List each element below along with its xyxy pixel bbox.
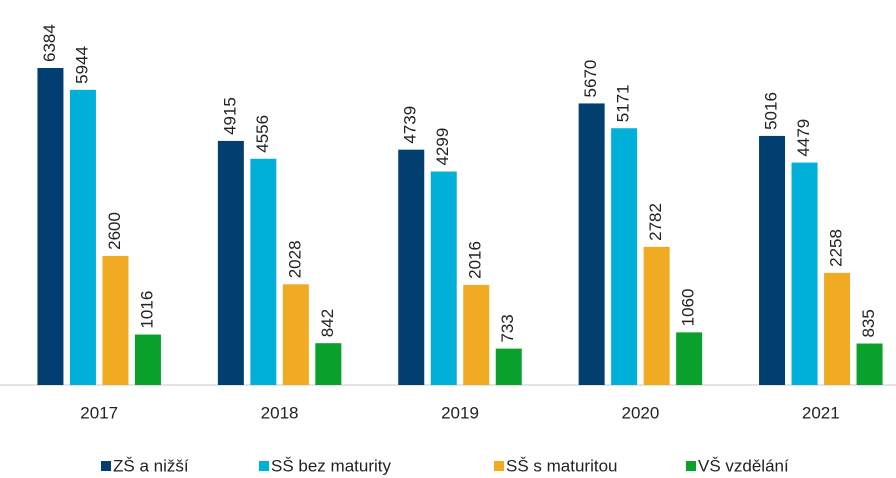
data-label: 4556 (253, 115, 272, 153)
bar (495, 348, 522, 385)
bar (102, 255, 129, 385)
bar (791, 162, 818, 385)
data-label: 4915 (220, 97, 239, 135)
legend-swatch (101, 461, 111, 471)
data-label: 1060 (679, 289, 698, 327)
x-tick-label: 2018 (261, 403, 299, 422)
data-label: 1016 (137, 291, 156, 329)
bar (643, 246, 670, 385)
bar (611, 128, 638, 386)
bar (217, 140, 244, 385)
bar (578, 103, 605, 385)
bar (315, 343, 342, 385)
legend-swatch (259, 461, 269, 471)
data-label: 4299 (433, 128, 452, 166)
bar (37, 67, 64, 385)
x-tick-label: 2017 (80, 403, 118, 422)
data-label: 5670 (581, 60, 600, 98)
data-label: 2782 (646, 203, 665, 241)
bar (676, 332, 703, 385)
data-label: 4739 (401, 106, 420, 144)
data-label: 4479 (794, 119, 813, 157)
data-label: 842 (318, 309, 337, 337)
bar (250, 158, 277, 385)
bar (430, 171, 457, 385)
legend-label: SŠ bez maturity (271, 456, 391, 475)
data-label: 2258 (827, 229, 846, 267)
data-label: 2016 (466, 241, 485, 279)
bar (824, 272, 851, 385)
legend-label: SŠ s maturitou (506, 456, 618, 475)
legend-label: ZŠ a nižší (113, 456, 189, 475)
data-label: 2028 (285, 240, 304, 278)
x-tick-label: 2020 (621, 403, 659, 422)
data-label: 5944 (72, 46, 91, 84)
bar (398, 149, 425, 385)
data-label: 2600 (105, 212, 124, 250)
bar (856, 343, 883, 385)
bar (69, 89, 96, 385)
x-tick-label: 2021 (802, 403, 840, 422)
bar (463, 284, 490, 385)
data-label: 6384 (40, 24, 59, 62)
legend-swatch (686, 461, 696, 471)
data-label: 5016 (762, 92, 781, 130)
data-label: 5171 (614, 84, 633, 122)
legend-swatch (494, 461, 504, 471)
x-tick-label: 2019 (441, 403, 479, 422)
data-label: 733 (498, 314, 517, 342)
bar (282, 284, 309, 385)
legend-label: VŠ vzdělání (698, 456, 789, 475)
data-label: 835 (859, 309, 878, 337)
bar (759, 135, 786, 385)
bar (134, 334, 161, 385)
